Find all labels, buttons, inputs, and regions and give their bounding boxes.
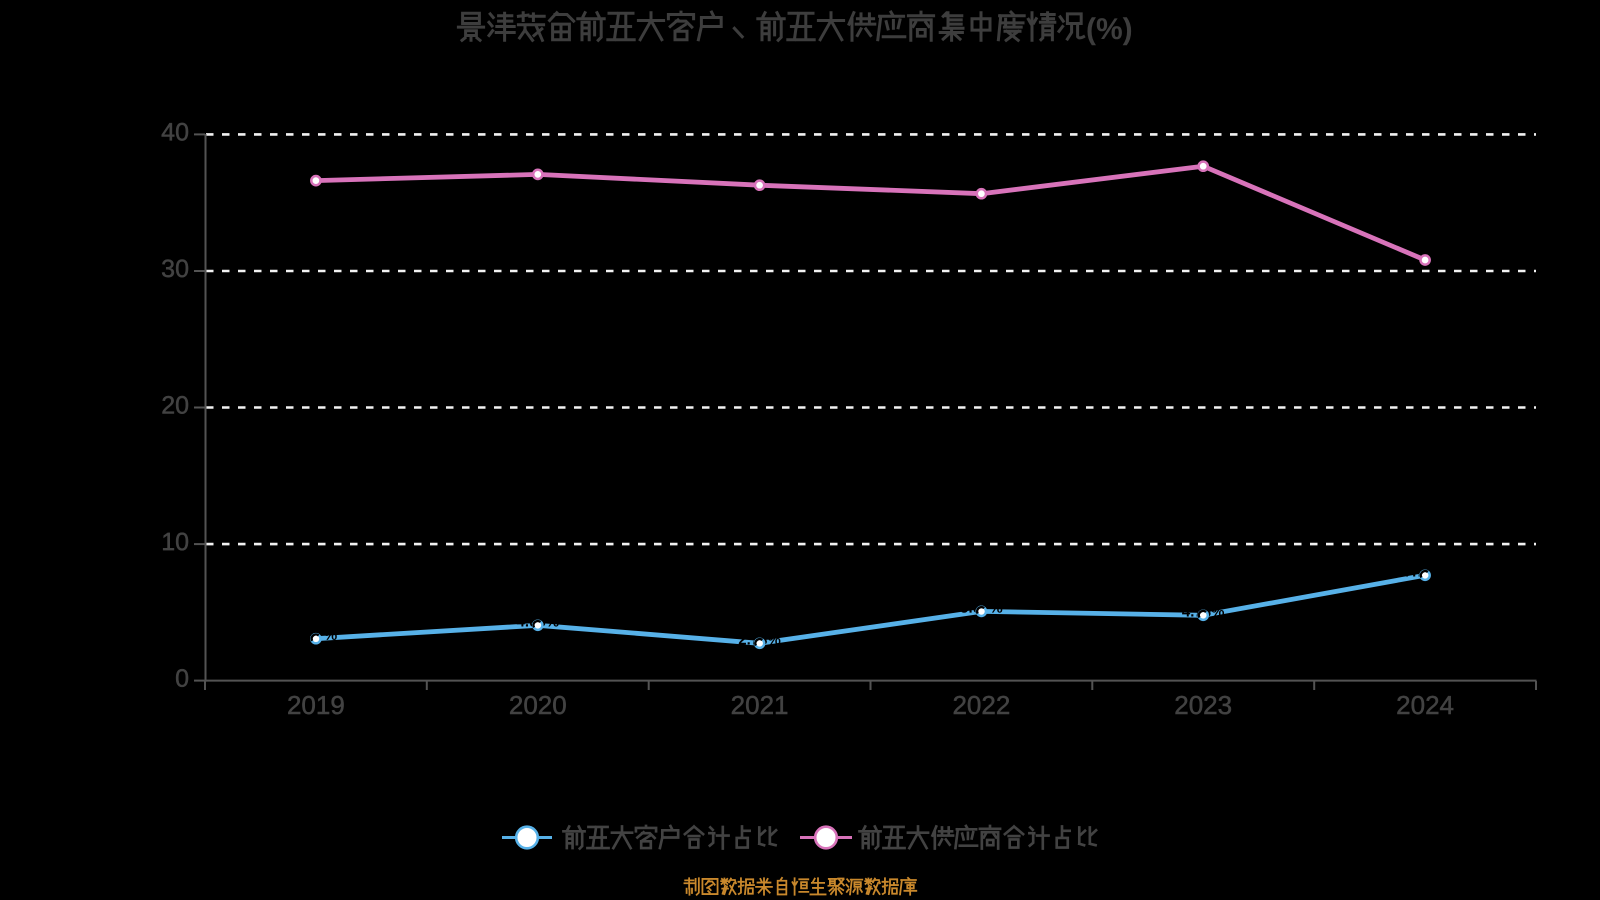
svg-text:10: 10 <box>161 528 189 556</box>
svg-text:2021: 2021 <box>731 690 789 720</box>
svg-text:2019: 2019 <box>287 690 345 720</box>
svg-text:20: 20 <box>161 391 189 419</box>
svg-text:30: 30 <box>161 255 189 283</box>
svg-text:40: 40 <box>161 118 189 146</box>
svg-text:2020: 2020 <box>509 690 567 720</box>
svg-text:(%): (%) <box>1086 13 1133 46</box>
svg-text:0: 0 <box>175 665 189 693</box>
svg-text:2024: 2024 <box>1396 690 1454 720</box>
svg-text:2022: 2022 <box>952 690 1010 720</box>
svg-text:2023: 2023 <box>1174 690 1232 720</box>
